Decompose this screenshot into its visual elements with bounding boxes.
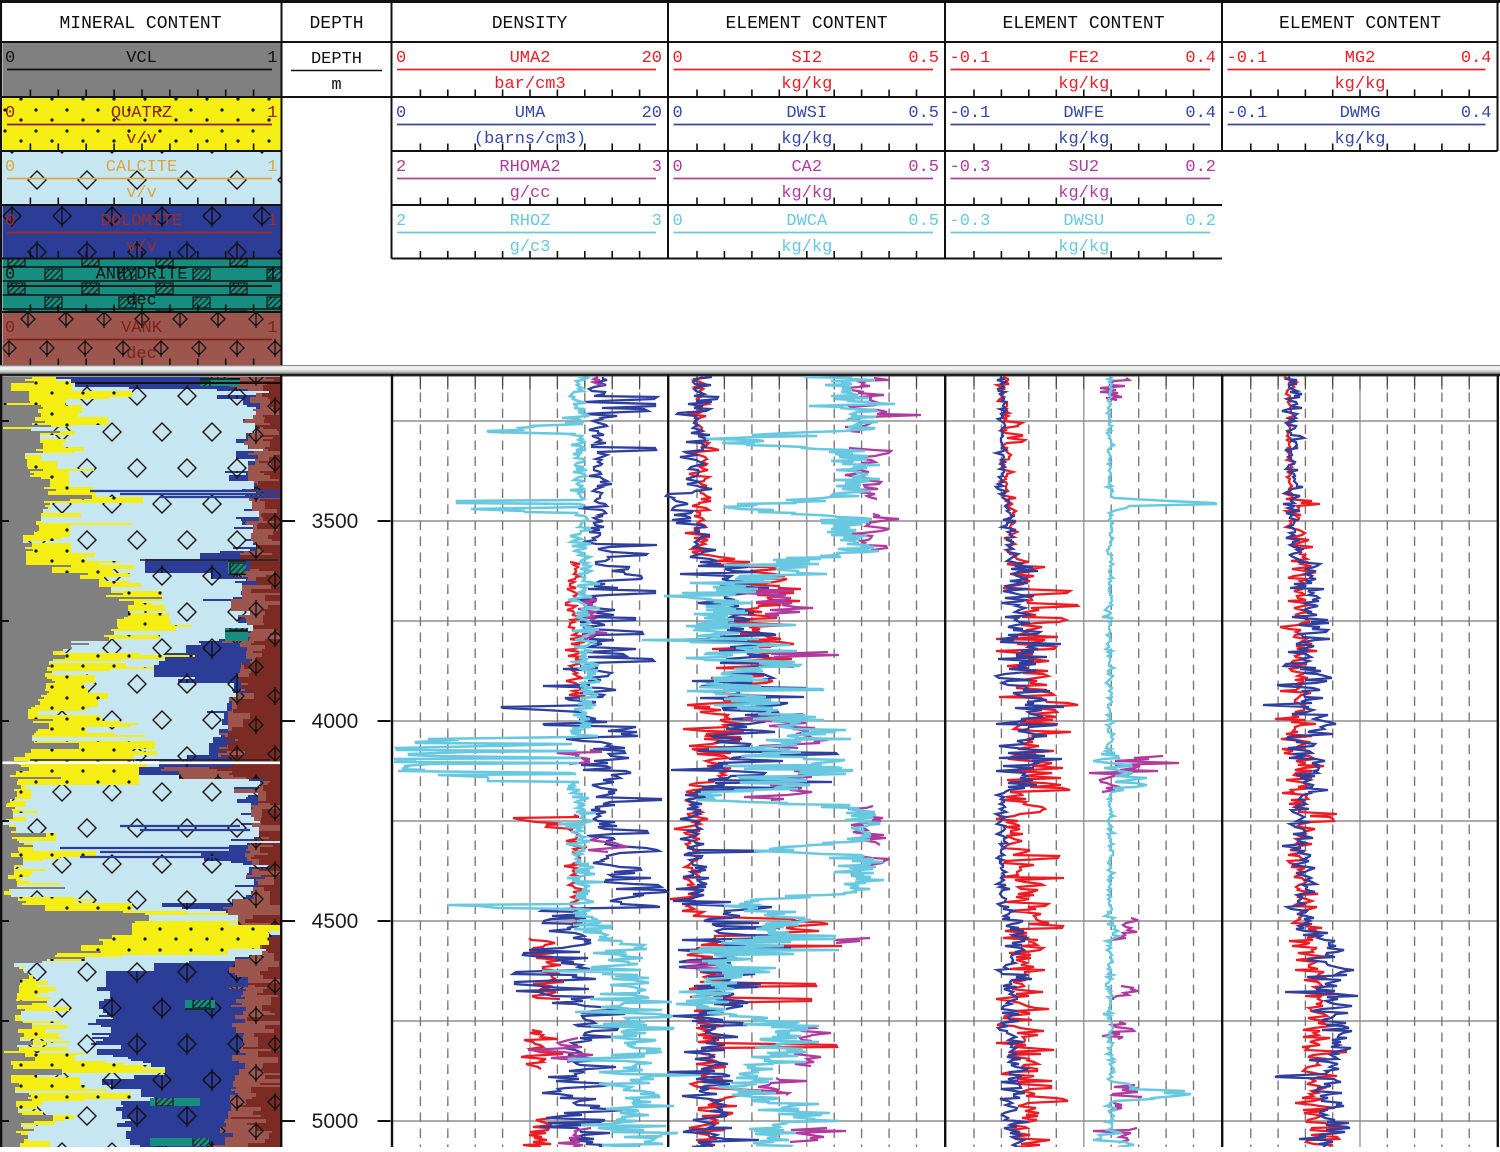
- svg-text:ANHYDRITE: ANHYDRITE: [96, 266, 188, 285]
- svg-text:kg/kg: kg/kg: [1334, 75, 1385, 94]
- svg-text:-0.3: -0.3: [950, 212, 991, 231]
- svg-text:m: m: [331, 76, 341, 95]
- svg-text:0.4: 0.4: [1461, 104, 1492, 123]
- svg-text:dec: dec: [126, 345, 157, 364]
- svg-text:kg/kg: kg/kg: [1058, 184, 1109, 203]
- svg-text:kg/kg: kg/kg: [1058, 130, 1109, 149]
- svg-text:bar/cm3: bar/cm3: [494, 75, 565, 94]
- svg-text:QUATRZ: QUATRZ: [111, 104, 172, 123]
- svg-text:UMA2: UMA2: [510, 49, 551, 68]
- svg-text:3500: 3500: [312, 510, 359, 533]
- svg-text:2: 2: [396, 158, 406, 177]
- svg-text:kg/kg: kg/kg: [781, 75, 832, 94]
- svg-text:0: 0: [673, 158, 683, 177]
- svg-text:DWMG: DWMG: [1340, 104, 1381, 123]
- svg-text:kg/kg: kg/kg: [1058, 75, 1109, 94]
- svg-text:DEPTH: DEPTH: [311, 50, 362, 69]
- svg-text:DWCA: DWCA: [786, 212, 828, 231]
- svg-text:1: 1: [267, 266, 277, 285]
- svg-text:0.5: 0.5: [908, 158, 939, 177]
- svg-text:DWSU: DWSU: [1063, 212, 1104, 231]
- svg-text:MG2: MG2: [1345, 49, 1376, 68]
- svg-text:SI2: SI2: [791, 49, 822, 68]
- svg-text:1: 1: [267, 319, 277, 338]
- svg-text:FE2: FE2: [1068, 49, 1099, 68]
- svg-text:5000: 5000: [312, 1110, 359, 1133]
- svg-text:-0.1: -0.1: [1227, 49, 1268, 68]
- svg-text:ELEMENT CONTENT: ELEMENT CONTENT: [1279, 14, 1441, 34]
- svg-text:g/c3: g/c3: [510, 238, 551, 257]
- svg-text:0.4: 0.4: [1185, 104, 1216, 123]
- svg-text:0: 0: [673, 49, 683, 68]
- svg-text:-0.3: -0.3: [950, 158, 991, 177]
- svg-text:0: 0: [673, 212, 683, 231]
- svg-text:kg/kg: kg/kg: [781, 184, 832, 203]
- svg-text:0.5: 0.5: [908, 49, 939, 68]
- svg-text:1: 1: [267, 158, 277, 177]
- svg-text:0: 0: [396, 49, 406, 68]
- svg-text:CA2: CA2: [791, 158, 822, 177]
- svg-text:1: 1: [267, 212, 277, 231]
- svg-text:-0.1: -0.1: [1227, 104, 1268, 123]
- svg-text:0: 0: [673, 104, 683, 123]
- svg-text:-0.1: -0.1: [950, 49, 991, 68]
- svg-text:DEPTH: DEPTH: [309, 14, 363, 34]
- svg-text:0.5: 0.5: [908, 212, 939, 231]
- svg-text:1: 1: [267, 104, 277, 123]
- svg-text:dec: dec: [126, 292, 157, 311]
- svg-text:0: 0: [5, 319, 15, 338]
- svg-text:kg/kg: kg/kg: [781, 238, 832, 257]
- svg-text:0: 0: [5, 158, 15, 177]
- svg-text:0: 0: [396, 104, 406, 123]
- svg-text:1: 1: [267, 49, 277, 68]
- svg-text:VANK: VANK: [121, 319, 163, 338]
- svg-text:ELEMENT CONTENT: ELEMENT CONTENT: [725, 14, 887, 34]
- svg-text:ELEMENT CONTENT: ELEMENT CONTENT: [1002, 14, 1164, 34]
- svg-text:20: 20: [642, 104, 662, 123]
- svg-text:0: 0: [5, 212, 15, 231]
- svg-text:2: 2: [396, 212, 406, 231]
- svg-text:RHOZ: RHOZ: [510, 212, 551, 231]
- svg-text:CALCITE: CALCITE: [106, 158, 177, 177]
- svg-text:UMA: UMA: [515, 104, 546, 123]
- svg-text:0.2: 0.2: [1185, 158, 1216, 177]
- svg-text:RHOMA2: RHOMA2: [499, 158, 560, 177]
- svg-text:-0.1: -0.1: [950, 104, 991, 123]
- svg-text:20: 20: [642, 49, 662, 68]
- svg-text:3: 3: [652, 158, 662, 177]
- svg-text:SU2: SU2: [1068, 158, 1099, 177]
- svg-text:3: 3: [652, 212, 662, 231]
- svg-text:DWSI: DWSI: [786, 104, 827, 123]
- svg-text:4500: 4500: [312, 910, 359, 933]
- svg-text:kg/kg: kg/kg: [1058, 238, 1109, 257]
- svg-text:kg/kg: kg/kg: [781, 130, 832, 149]
- svg-text:0.5: 0.5: [908, 104, 939, 123]
- svg-text:0: 0: [5, 266, 15, 285]
- svg-text:MINERAL CONTENT: MINERAL CONTENT: [59, 14, 221, 34]
- svg-text:VCL: VCL: [126, 49, 157, 68]
- svg-text:kg/kg: kg/kg: [1334, 130, 1385, 149]
- svg-text:DWFE: DWFE: [1063, 104, 1104, 123]
- svg-text:0.4: 0.4: [1185, 49, 1216, 68]
- svg-text:v/v: v/v: [126, 238, 157, 257]
- svg-text:0.2: 0.2: [1185, 212, 1216, 231]
- svg-text:0: 0: [5, 49, 15, 68]
- svg-text:DOLOMITE: DOLOMITE: [101, 212, 183, 231]
- svg-text:g/cc: g/cc: [510, 184, 551, 203]
- svg-text:0: 0: [5, 104, 15, 123]
- svg-text:4000: 4000: [312, 710, 359, 733]
- svg-text:v/v: v/v: [126, 130, 157, 149]
- svg-text:0.4: 0.4: [1461, 49, 1492, 68]
- svg-text:DENSITY: DENSITY: [492, 14, 568, 34]
- svg-text:v/v: v/v: [126, 184, 157, 203]
